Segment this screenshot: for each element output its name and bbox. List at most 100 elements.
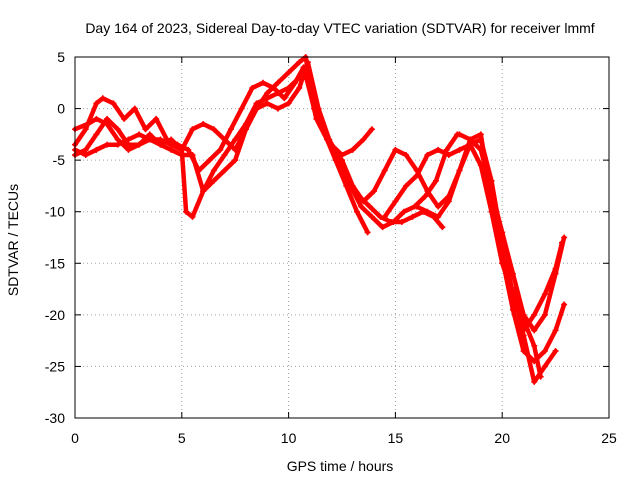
data-point <box>296 84 303 91</box>
data-point <box>424 208 431 215</box>
x-tick-labels: 0 5 10 15 20 25 <box>71 430 617 446</box>
series-trace-4 <box>72 59 460 230</box>
data-point <box>435 146 442 153</box>
x-tick-label: 25 <box>601 430 617 446</box>
data-point <box>541 291 548 298</box>
y-tick-labels: 5 0 -5 -10 -15 -20 -25 -30 <box>45 49 65 426</box>
data-point <box>368 213 375 220</box>
data-point <box>541 363 548 370</box>
y-tick-label: 0 <box>57 101 65 117</box>
data-point <box>499 229 506 236</box>
data-point <box>531 311 538 318</box>
data-point <box>136 141 143 148</box>
data-point <box>153 115 160 122</box>
data-point <box>82 126 89 133</box>
data-point <box>264 95 271 102</box>
data-point <box>274 90 281 97</box>
x-tick-label: 20 <box>494 430 510 446</box>
data-point <box>114 126 121 133</box>
data-point <box>541 311 548 318</box>
data-point <box>349 182 356 189</box>
data-point <box>285 100 292 107</box>
markers-trace-7 <box>413 131 568 365</box>
data-point <box>221 151 228 158</box>
data-point <box>477 146 484 153</box>
data-point <box>185 146 192 153</box>
data-point <box>349 146 356 153</box>
plot-frame <box>74 56 610 419</box>
x-tick-label: 0 <box>71 430 79 446</box>
data-point <box>178 146 185 153</box>
data-point <box>520 332 527 339</box>
data-point <box>541 347 548 354</box>
data-point <box>413 203 420 210</box>
data-point <box>435 203 442 210</box>
data-point <box>531 378 538 385</box>
data-point <box>403 151 410 158</box>
data-point <box>353 208 360 215</box>
data-point <box>445 198 452 205</box>
data-point <box>392 146 399 153</box>
data-point <box>253 105 260 112</box>
data-point <box>217 146 224 153</box>
data-point <box>531 358 538 365</box>
y-tick-label: -25 <box>45 358 65 374</box>
data-point <box>242 126 249 133</box>
data-point <box>467 136 474 143</box>
data-point <box>285 69 292 76</box>
data-point <box>136 131 143 138</box>
data-point <box>264 90 271 97</box>
data-point <box>210 167 217 174</box>
y-tick-label: -30 <box>45 410 65 426</box>
data-point <box>439 224 446 231</box>
data-point <box>413 172 420 179</box>
data-point <box>424 151 431 158</box>
data-point <box>157 141 164 148</box>
data-point <box>99 95 106 102</box>
data-point <box>200 188 207 195</box>
data-point <box>371 188 378 195</box>
data-point <box>104 141 111 148</box>
data-point <box>110 100 117 107</box>
data-point <box>125 146 132 153</box>
data-point <box>274 79 281 86</box>
data-point <box>264 100 271 107</box>
data-point <box>281 95 288 102</box>
data-point <box>456 167 463 174</box>
data-point <box>360 198 367 205</box>
data-point <box>249 84 256 91</box>
data-point <box>232 157 239 164</box>
data-point <box>390 219 397 226</box>
series-trace-6 <box>382 137 565 333</box>
data-point <box>358 203 365 210</box>
y-tick-label: -10 <box>45 204 65 220</box>
data-point <box>125 136 132 143</box>
data-point <box>121 115 128 122</box>
data-point <box>488 188 495 195</box>
data-point <box>200 121 207 128</box>
tick-marks <box>74 56 610 419</box>
y-tick-label: 5 <box>57 49 65 65</box>
y-tick-label: -15 <box>45 255 65 271</box>
data-point <box>304 59 311 66</box>
markers-trace-8 <box>456 131 568 334</box>
data-point <box>189 126 196 133</box>
data-point <box>456 146 463 153</box>
data-point <box>339 151 345 158</box>
data-point <box>189 151 196 158</box>
data-point <box>221 167 228 174</box>
data-point <box>157 136 164 143</box>
data-point <box>93 115 100 122</box>
data-point <box>146 136 153 143</box>
data-point <box>381 167 388 174</box>
data-point <box>259 79 266 86</box>
data-point <box>142 126 149 133</box>
data-point <box>424 188 431 195</box>
data-point <box>114 136 121 143</box>
chart-title: Day 164 of 2023, Sidereal Day-to-day VTE… <box>85 20 594 36</box>
data-point <box>93 100 100 107</box>
x-tick-label: 5 <box>178 430 186 446</box>
data-point <box>210 126 217 133</box>
data-point <box>381 213 388 220</box>
